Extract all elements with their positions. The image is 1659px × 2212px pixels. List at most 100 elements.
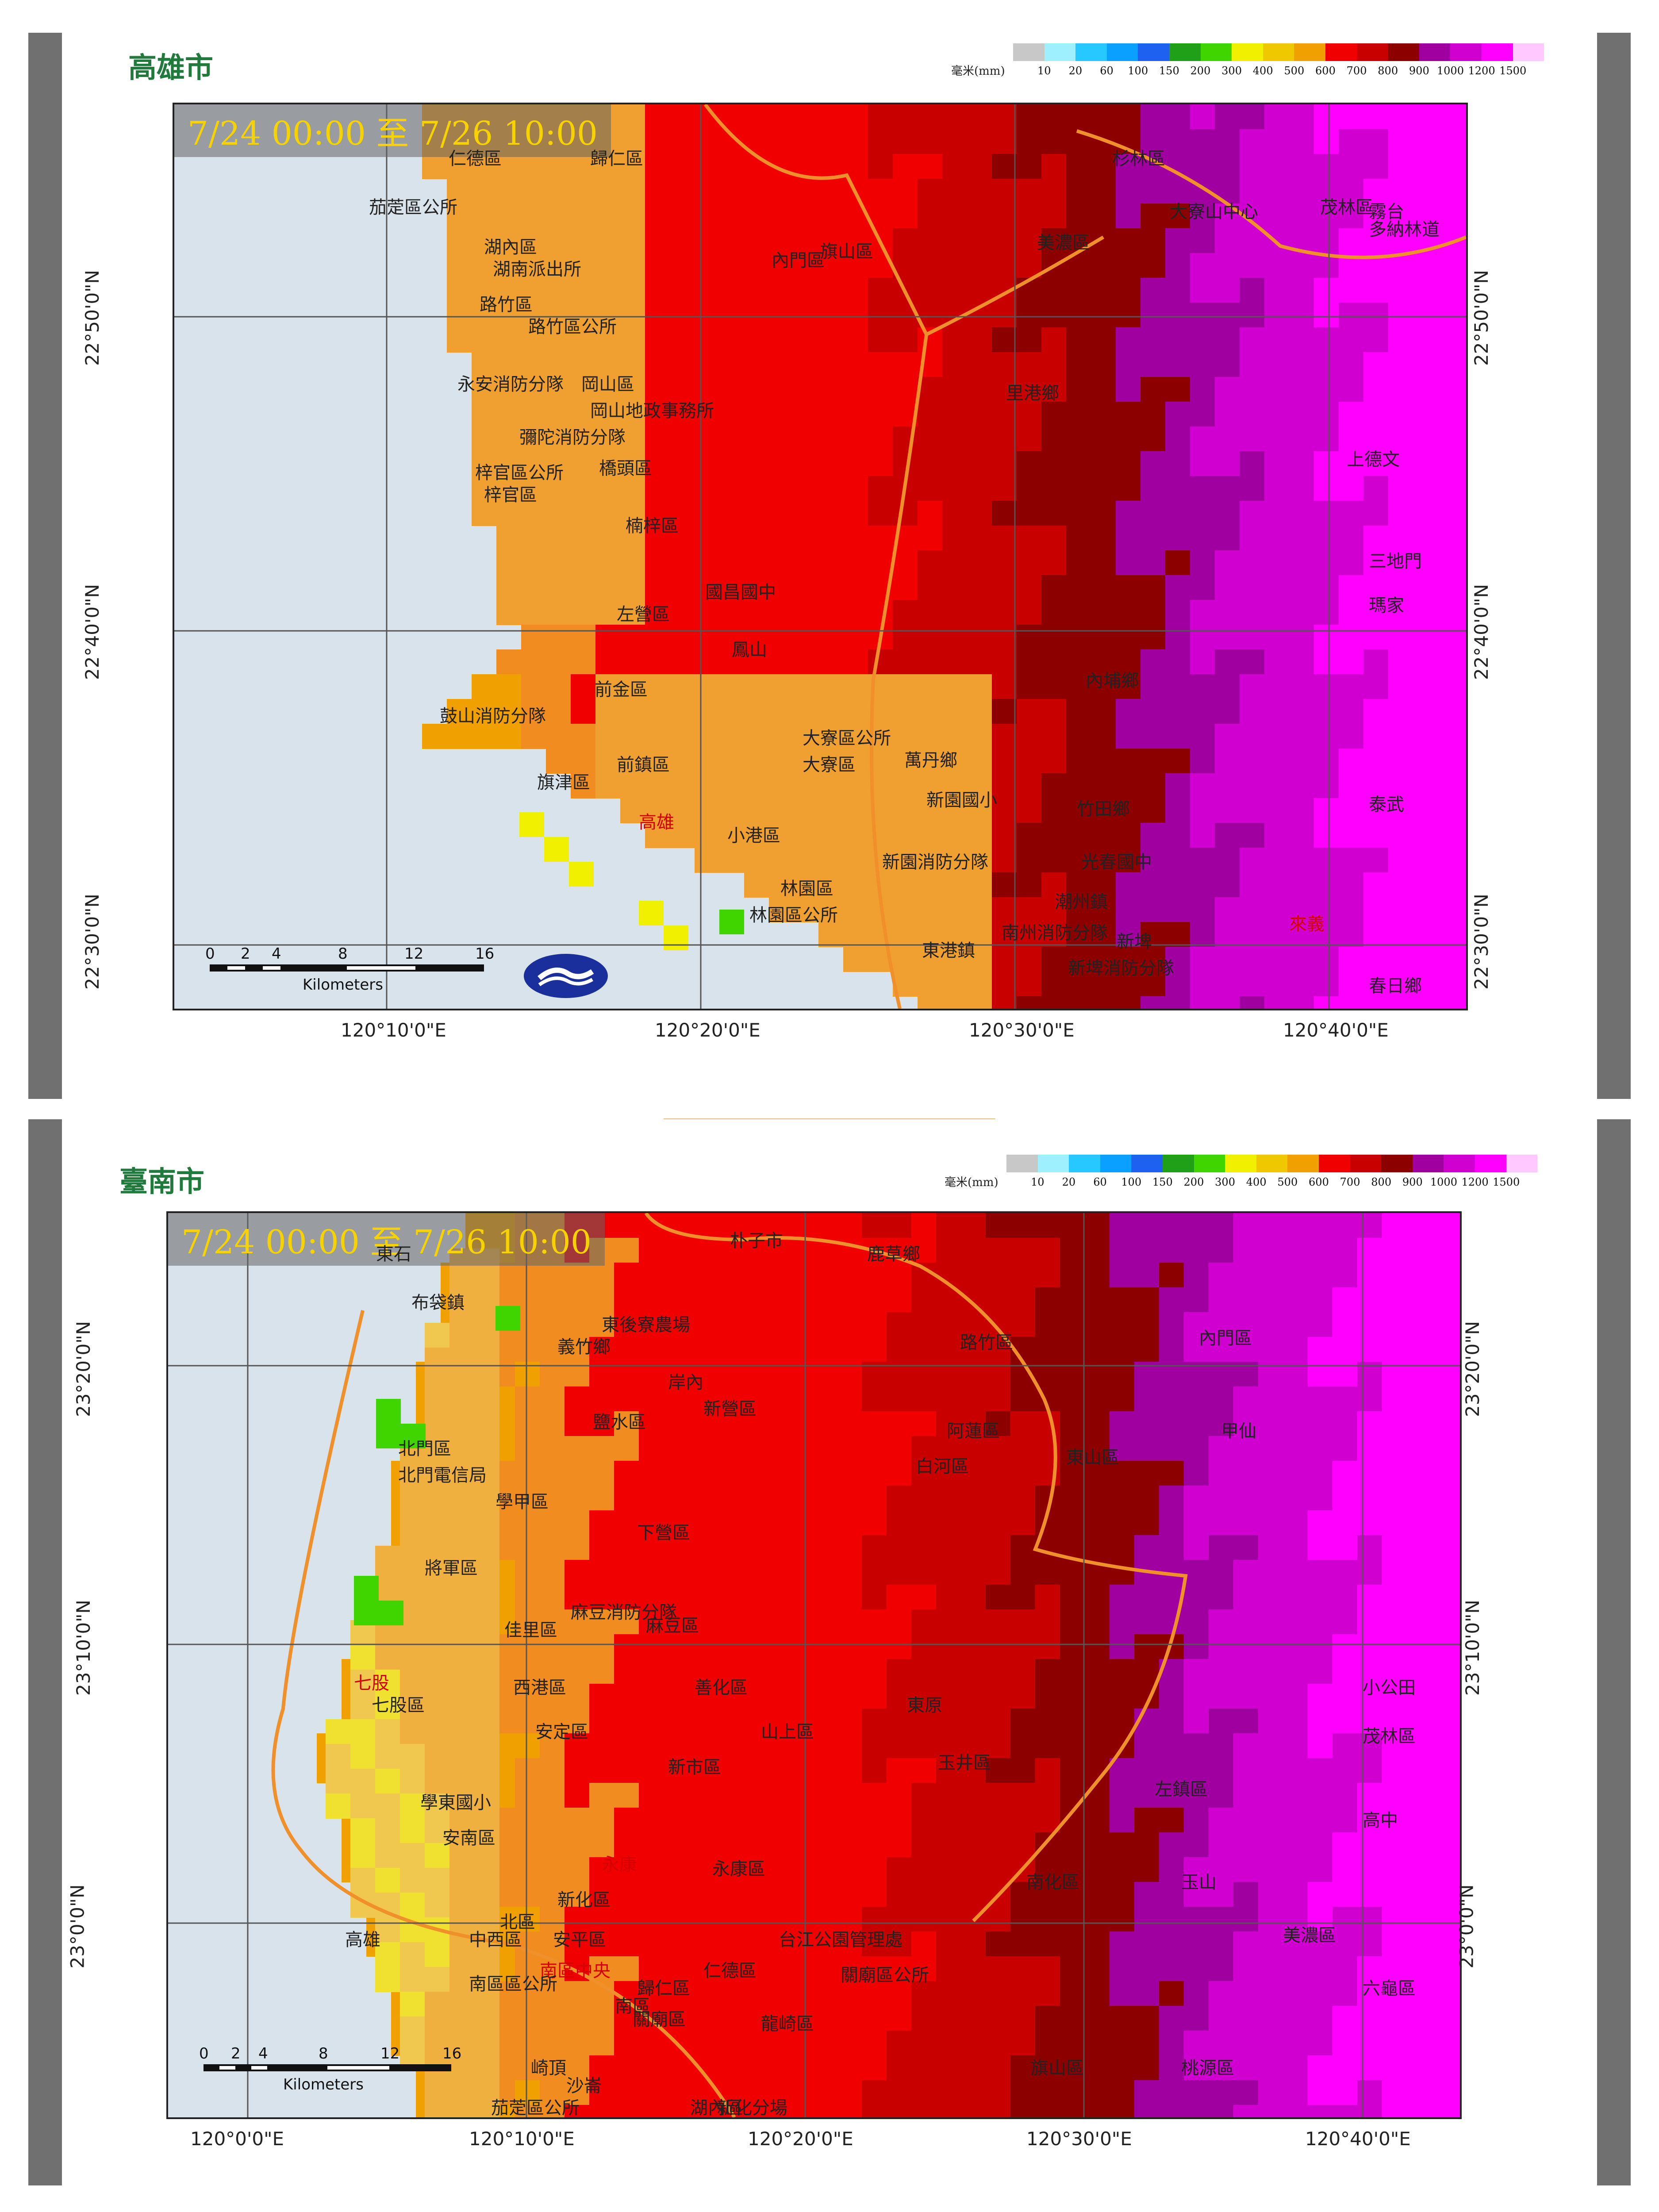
rain-cell xyxy=(546,426,571,452)
rain-cell xyxy=(1134,1337,1160,1362)
rain-cell xyxy=(449,1348,475,1373)
rain-cell xyxy=(719,773,745,799)
rain-cell xyxy=(1215,228,1240,253)
rain-cell xyxy=(1382,1857,1407,1882)
rain-cell xyxy=(1010,1981,1036,2006)
rain-cell xyxy=(496,674,522,699)
rain-cell xyxy=(515,1411,540,1436)
rain-cell xyxy=(540,1709,565,1734)
rain-cell xyxy=(1209,1758,1234,1783)
place-label: 六龜區 xyxy=(1363,1978,1416,1999)
rain-cell xyxy=(1339,749,1364,774)
rain-cell xyxy=(936,1832,961,1858)
rain-cell xyxy=(887,1609,912,1635)
rain-cell xyxy=(967,526,992,551)
rain-cell xyxy=(1041,426,1067,452)
rain-cell xyxy=(472,476,497,501)
rain-cell xyxy=(1308,1857,1333,1882)
rain-cell xyxy=(967,104,992,130)
rain-cell xyxy=(787,2055,813,2081)
rain-cell xyxy=(936,1882,961,1907)
rain-cell xyxy=(1388,179,1413,204)
rain-cell xyxy=(1363,649,1389,675)
rain-cell xyxy=(645,501,670,526)
rain-cell xyxy=(1085,1684,1110,1709)
rain-cell xyxy=(1159,2105,1184,2117)
rain-cell xyxy=(744,228,769,253)
rain-cell xyxy=(589,1535,614,1560)
rain-cell xyxy=(664,1907,689,1932)
rain-cell xyxy=(1141,550,1166,576)
rain-cell xyxy=(425,1323,450,1348)
rain-cell xyxy=(1308,2105,1333,2117)
rain-cell xyxy=(1258,1981,1283,2006)
rain-cell xyxy=(918,228,943,253)
rain-cell xyxy=(1333,1510,1358,1536)
rain-cell xyxy=(1190,897,1215,922)
rain-cell xyxy=(936,2080,961,2105)
rain-cell xyxy=(843,699,868,724)
rain-cell xyxy=(1209,1411,1234,1436)
rain-cell xyxy=(375,1670,400,1695)
place-label: 東山區 xyxy=(1066,1448,1119,1468)
rain-cell xyxy=(1258,1560,1283,1585)
rain-cell xyxy=(1159,2031,1184,2056)
rain-cell xyxy=(400,1942,425,1967)
rain-cell xyxy=(992,501,1017,526)
rain-cell xyxy=(449,1769,475,1794)
rain-cell xyxy=(1233,2055,1259,2081)
legend-tick-label: 150 xyxy=(1159,65,1179,77)
rain-cell xyxy=(1017,699,1042,724)
rain-cell xyxy=(1314,501,1339,526)
rain-cell xyxy=(1184,1609,1209,1635)
rain-cell xyxy=(967,872,992,898)
rain-cell xyxy=(546,154,571,179)
rain-cell xyxy=(639,1337,664,1362)
rain-cell xyxy=(645,823,670,848)
rain-cell xyxy=(1314,922,1339,947)
rain-cell xyxy=(713,1213,738,1238)
rain-cell xyxy=(1141,600,1166,625)
rain-cell xyxy=(1215,575,1240,600)
rain-cell xyxy=(1233,1287,1259,1313)
rain-cell xyxy=(670,377,695,402)
rain-cell xyxy=(375,1967,400,1992)
rain-cell xyxy=(1438,848,1463,873)
rain-cell xyxy=(1463,550,1466,576)
rain-cell xyxy=(1283,1510,1308,1536)
rain-cell xyxy=(812,1287,837,1313)
rain-cell xyxy=(1035,2105,1060,2117)
rain-cell xyxy=(614,1238,639,1263)
rain-cell xyxy=(425,1818,450,1843)
rain-cell xyxy=(1456,1337,1460,1362)
legend-ticks: 10 20 60 100 150 200 300 400 500 600 700 800 900 1000… xyxy=(1022,1176,1522,1188)
rain-cell xyxy=(843,947,868,972)
rain-cell xyxy=(1010,1783,1036,1808)
rain-cell xyxy=(540,1436,565,1461)
rain-cell xyxy=(1116,278,1141,303)
rain-cell xyxy=(1141,922,1166,947)
rain-cell xyxy=(1283,1832,1308,1858)
rain-cell xyxy=(1308,1535,1333,1560)
rain-cell xyxy=(546,724,571,749)
rain-cell xyxy=(1233,1981,1259,2006)
rain-cell xyxy=(1035,1213,1060,1238)
rain-cell xyxy=(1041,773,1067,799)
legend-swatch xyxy=(1075,43,1107,61)
rain-cell xyxy=(1159,1287,1184,1313)
rain-cell xyxy=(695,773,720,799)
rain-cell xyxy=(812,2006,837,2031)
place-label: 左營區 xyxy=(617,604,670,625)
rain-cell xyxy=(540,1634,565,1659)
rain-cell xyxy=(1184,1808,1209,1833)
rain-cell xyxy=(1010,2055,1036,2081)
rain-cell xyxy=(887,1932,912,1957)
rain-cell xyxy=(843,253,868,278)
legend-swatch xyxy=(1006,1155,1038,1172)
rain-cell xyxy=(719,451,745,476)
rain-cell xyxy=(893,823,918,848)
rain-cell xyxy=(942,204,968,229)
rain-cell xyxy=(449,1471,475,1497)
rain-cell xyxy=(1388,823,1413,848)
rain-cell xyxy=(837,1956,862,1982)
